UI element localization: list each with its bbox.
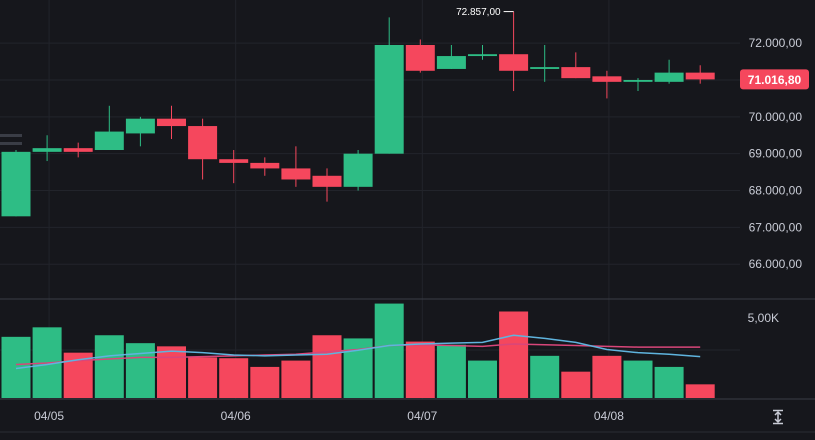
legend-stub-line-2: [0, 142, 22, 145]
expand-vertical-glyph: [773, 409, 783, 425]
candle: [188, 118, 218, 180]
candles: [1, 11, 715, 217]
volume-bar: [188, 357, 218, 398]
candle-body: [499, 54, 529, 71]
candle: [1, 150, 31, 217]
time-axis[interactable]: 04/05 04/06 04/07 04/08: [34, 409, 624, 423]
volume-bar: [685, 384, 715, 398]
volume-bar: [530, 355, 560, 398]
candle: [405, 39, 435, 73]
volume-bar: [343, 338, 373, 398]
legend-stub: [0, 134, 22, 145]
candle-body: [468, 54, 497, 57]
volume-bar: [94, 335, 124, 398]
volume-bar: [157, 346, 186, 398]
time-tick-label: 04/08: [594, 409, 624, 423]
candle-body: [94, 131, 124, 150]
volume-bar: [623, 360, 653, 398]
candle: [561, 52, 591, 79]
candle-body: [32, 148, 62, 152]
candle: [157, 105, 186, 139]
price-tick-label: 72.000,00: [749, 36, 803, 50]
price-tick-label: 66.000,00: [749, 257, 803, 271]
candle: [530, 45, 560, 82]
volume-bar: [312, 335, 342, 398]
candle-body: [250, 162, 280, 169]
candle: [125, 116, 155, 147]
candle-body: [561, 67, 591, 79]
expand-vertical-icon[interactable]: [758, 403, 798, 431]
candle: [685, 65, 715, 84]
candle: [312, 168, 342, 202]
candle: [436, 45, 466, 69]
price-tick-label: 68.000,00: [749, 184, 803, 198]
candle: [63, 142, 93, 158]
volume-bar: [405, 341, 435, 398]
time-tick-label: 04/06: [221, 409, 251, 423]
candle: [623, 78, 653, 92]
candle: [281, 146, 311, 187]
candle: [343, 150, 373, 191]
candle-body: [374, 45, 404, 154]
volume-bar: [250, 366, 280, 398]
high-marker: 72.857,00: [456, 7, 514, 18]
candle: [654, 59, 684, 84]
candle-body: [281, 168, 311, 180]
candle: [94, 105, 124, 150]
high-label: 72.857,00: [456, 7, 501, 18]
candle: [499, 11, 529, 92]
candle: [468, 45, 497, 60]
volume-bar: [499, 311, 529, 398]
volume-tick-label: 5,00K: [748, 311, 779, 325]
volume-moving-average-line: [15, 334, 701, 370]
candle-body: [312, 175, 342, 187]
candle-body: [623, 80, 653, 82]
candle-body: [219, 159, 249, 163]
volume-bar: [592, 355, 622, 398]
candle-body: [654, 72, 684, 82]
volume-signal-line: [15, 343, 701, 366]
time-tick-label: 04/07: [407, 409, 437, 423]
time-tick-label: 04/05: [34, 409, 64, 423]
volume-bar: [654, 366, 684, 398]
volume-bar: [219, 358, 249, 398]
volume-bar: [468, 360, 497, 398]
volume-bar: [125, 343, 155, 398]
volume-bar: [561, 371, 591, 398]
volume-bar: [281, 360, 311, 398]
candle: [219, 150, 249, 184]
candle-body: [188, 126, 218, 160]
candle-body: [436, 56, 466, 69]
candle: [32, 135, 62, 162]
price-tick-label: 67.000,00: [749, 220, 803, 234]
candle-body: [592, 76, 622, 82]
legend-stub-line-1: [0, 134, 22, 137]
volume-bar: [374, 303, 404, 398]
volume-bar: [436, 344, 466, 398]
candle-body: [405, 45, 435, 71]
candle: [592, 70, 622, 99]
price-tick-label: 70.000,00: [749, 110, 803, 124]
candle-body: [685, 72, 715, 80]
candle-body: [125, 118, 155, 134]
candle: [250, 157, 280, 176]
candle-body: [157, 118, 186, 127]
last-price-badge: [740, 69, 809, 90]
candle: [374, 17, 404, 154]
candle-body: [63, 148, 93, 152]
price-tick-label: 69.000,00: [749, 147, 803, 161]
volume-lines: [15, 334, 701, 370]
price-axis[interactable]: 66.000,00 67.000,00 68.000,00 69.000,00 70.0…: [749, 36, 803, 271]
candle-body: [343, 153, 373, 187]
candle-body: [530, 67, 560, 69]
volume-bars: [1, 303, 715, 398]
last-price-tag: 71.016,80: [740, 69, 809, 90]
volume-axis[interactable]: 5,00K: [748, 311, 779, 325]
last-price-label: 71.016,80: [748, 73, 802, 87]
candle-body: [1, 151, 31, 217]
